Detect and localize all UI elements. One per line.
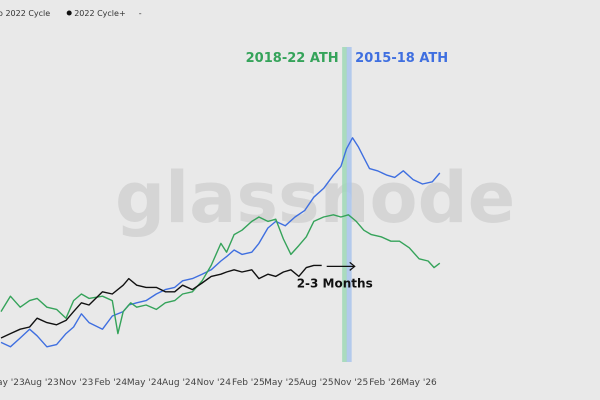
legend-label-2: 2022 Cycle+ bbox=[74, 9, 125, 18]
series-line-black bbox=[0, 264, 322, 339]
ath-band-2 bbox=[346, 47, 352, 362]
annotation-arrow-head bbox=[349, 261, 356, 271]
legend-label-3: - bbox=[139, 9, 142, 18]
ath-label-2: 2015-18 ATH bbox=[355, 51, 448, 66]
series-lines bbox=[0, 137, 441, 348]
x-tick-label: Feb '26 bbox=[369, 378, 402, 388]
x-tick-label: Nov '25 bbox=[334, 378, 368, 388]
x-tick-label: Feb '25 bbox=[232, 378, 265, 388]
legend: o 2022 Cycle 2022 Cycle+ - bbox=[0, 9, 142, 18]
x-tick-label: Aug '24 bbox=[162, 378, 197, 388]
x-tick-label: Feb '24 bbox=[94, 378, 127, 388]
x-tick-label: Nov '23 bbox=[59, 378, 93, 388]
x-tick-label: May '24 bbox=[127, 378, 163, 388]
watermark: glassnode bbox=[115, 157, 515, 239]
legend-label-1: o 2022 Cycle bbox=[0, 9, 50, 18]
x-tick-label: Aug '23 bbox=[24, 378, 58, 388]
ath-band-1 bbox=[342, 47, 348, 362]
x-tick-label: Nov '24 bbox=[197, 378, 232, 388]
ath-label-1: 2018-22 ATH bbox=[246, 51, 339, 66]
series-line-green bbox=[0, 214, 441, 335]
x-tick-label: May '26 bbox=[401, 378, 437, 388]
x-tick-label: May '23 bbox=[0, 378, 25, 388]
ath-marker-bands: 2018-22 ATH 2015-18 ATH bbox=[246, 47, 448, 362]
legend-dot-2 bbox=[66, 10, 72, 16]
x-tick-label: Aug '25 bbox=[299, 378, 333, 388]
annotations: 2-3 Months bbox=[297, 261, 373, 290]
annotation-label: 2-3 Months bbox=[297, 276, 373, 290]
x-tick-label: May '25 bbox=[264, 378, 299, 388]
series-line-blue bbox=[0, 137, 441, 348]
